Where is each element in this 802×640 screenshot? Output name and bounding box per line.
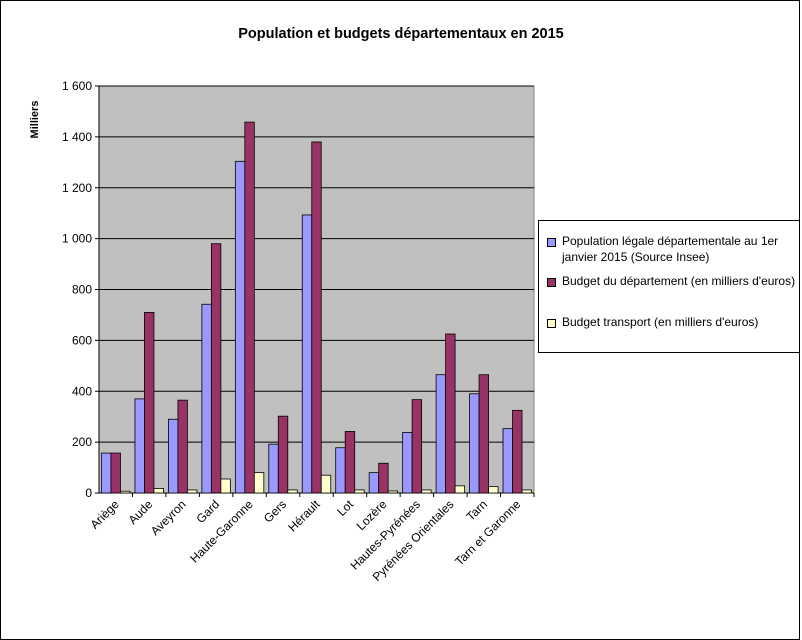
x-tick-label: Aveyron: [148, 497, 189, 538]
bar-1-10: [445, 333, 456, 494]
bar-2-0: [120, 490, 131, 494]
x-tick-label: Lot: [334, 497, 356, 519]
bar-0-2: [168, 418, 179, 494]
bar-1-5: [277, 415, 289, 494]
x-tick-label: Aude: [126, 497, 156, 527]
bar-2-9: [421, 489, 432, 494]
bar-0-8: [368, 472, 380, 494]
bar-2-6: [320, 474, 332, 494]
legend-item-budget: Budget du département (en milliers d'eur…: [547, 273, 797, 289]
bar-1-3: [210, 243, 222, 494]
bar-1-4: [244, 121, 255, 494]
legend-swatch-budget: [547, 278, 556, 287]
bar-0-11: [469, 393, 480, 494]
bar-0-10: [435, 374, 446, 494]
bar-1-7: [344, 431, 356, 494]
y-tick-label: 200: [72, 435, 92, 449]
y-tick-label: 400: [72, 384, 92, 398]
legend-item-transport: Budget transport (en milliers d'euros): [547, 314, 797, 330]
y-axis-label: Milliers: [29, 101, 41, 139]
legend-swatch-transport: [547, 319, 556, 328]
bar-1-8: [378, 462, 389, 494]
y-tick-label: 800: [72, 283, 92, 297]
bar-2-8: [387, 490, 399, 494]
bar-1-6: [311, 141, 322, 494]
chart-legend: Population légale départementale au 1er …: [538, 220, 800, 353]
bar-2-1: [153, 488, 164, 494]
legend-item-population: Population légale départementale au 1er …: [547, 233, 797, 265]
bar-0-6: [301, 214, 313, 494]
bar-0-0: [101, 452, 112, 494]
bar-2-7: [354, 489, 365, 494]
bar-0-7: [335, 447, 346, 494]
y-tick-label: 0: [85, 486, 92, 500]
y-tick-label: 1 200: [62, 181, 92, 195]
bar-0-3: [201, 303, 212, 494]
bar-1-2: [177, 399, 188, 494]
y-tick-label: 1 600: [62, 79, 92, 93]
legend-label-population: Population légale départementale au 1er …: [562, 234, 779, 264]
bar-2-10: [454, 485, 465, 494]
legend-label-budget: Budget du département (en milliers d'eur…: [562, 274, 796, 288]
bar-1-11: [478, 374, 489, 494]
bar-1-12: [512, 409, 523, 494]
bar-0-1: [134, 398, 145, 494]
y-tick-label: 600: [72, 333, 92, 347]
bar-0-5: [268, 443, 279, 494]
bar-2-4: [253, 472, 265, 494]
x-tick-label: Gers: [261, 497, 289, 525]
bar-0-4: [234, 160, 246, 494]
bar-2-2: [187, 489, 198, 494]
bar-0-12: [502, 428, 513, 494]
legend-swatch-population: [547, 238, 556, 247]
x-tick-label: Gard: [193, 497, 222, 526]
y-tick-label: 1 000: [62, 232, 92, 246]
bar-1-9: [411, 399, 423, 494]
bar-2-5: [287, 489, 298, 494]
chart-canvas: 0 200 400 600 800 1 000 1 200 1 400 1 600 Millier…: [29, 79, 535, 584]
y-tick-label: 1 400: [62, 130, 92, 144]
bar-0-9: [402, 432, 413, 494]
bar-2-12: [521, 489, 532, 494]
x-tick-label: Hérault: [285, 497, 323, 535]
x-tick-label: Tarn: [464, 497, 490, 523]
chart-title: Population et budgets départementaux en …: [238, 26, 564, 42]
legend-label-transport: Budget transport (en milliers d'euros): [562, 315, 759, 329]
bar-2-3: [220, 478, 231, 494]
bar-1-1: [144, 311, 155, 494]
x-tick-label: Ariège: [87, 497, 122, 532]
bar-1-0: [110, 452, 121, 494]
bar-2-11: [488, 486, 499, 494]
